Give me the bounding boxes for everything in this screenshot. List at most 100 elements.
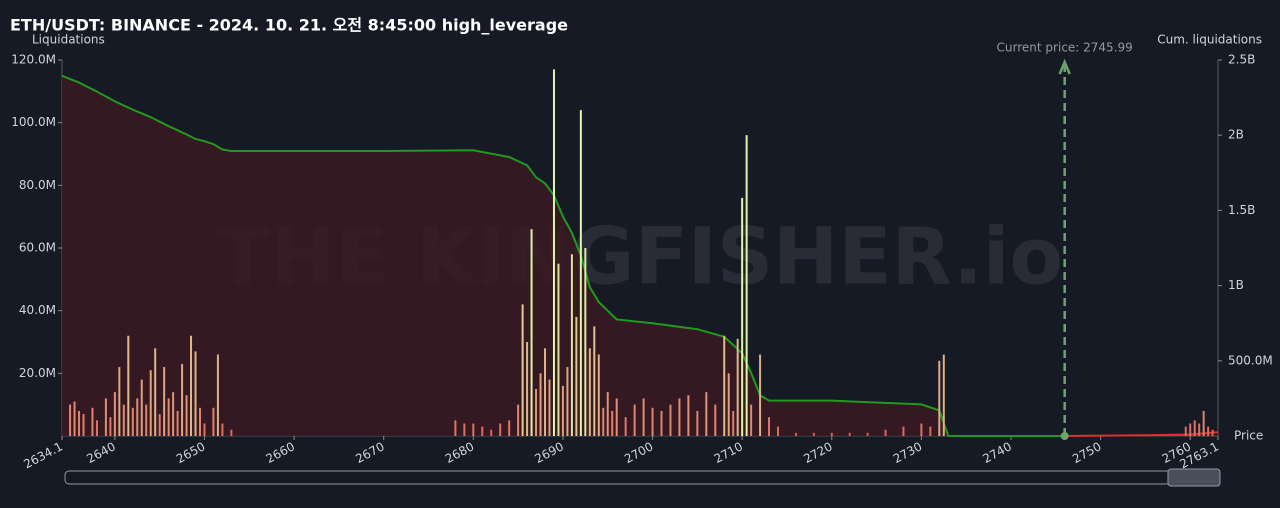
bar <box>73 401 76 436</box>
x-tick-label: 2740 <box>981 439 1015 466</box>
y2-axis-label: Cum. liquidations <box>1157 33 1262 47</box>
y-tick-label: 60.0M <box>19 241 56 255</box>
bar <box>172 392 175 436</box>
x-tick-label: 2640 <box>84 439 118 466</box>
bar <box>723 335 726 436</box>
bar <box>194 351 197 436</box>
bar <box>750 404 753 436</box>
x-tick-label: 2720 <box>801 439 835 466</box>
bar <box>1207 426 1210 436</box>
bar <box>593 326 596 436</box>
y-tick-label: 100.0M <box>11 115 56 129</box>
bar <box>530 229 533 436</box>
bar <box>942 354 945 436</box>
bar <box>557 263 560 436</box>
x-tick-label: 2700 <box>622 439 656 466</box>
bar <box>212 407 215 436</box>
bar <box>812 432 815 436</box>
bar <box>69 404 72 436</box>
bar <box>95 420 98 436</box>
bar <box>82 414 85 436</box>
bar <box>140 379 143 436</box>
y2-tick-label: 1.5B <box>1228 203 1255 217</box>
bar <box>127 335 130 436</box>
y2-tick-label: 1B <box>1228 278 1244 292</box>
bar <box>848 432 851 436</box>
bar <box>566 367 569 436</box>
bar <box>216 354 219 436</box>
bar <box>606 392 609 436</box>
bar <box>705 392 708 436</box>
bar <box>777 426 780 436</box>
bar <box>499 423 502 436</box>
bar <box>91 407 94 436</box>
bar <box>624 417 627 436</box>
y2-tick-label: 500.0M <box>1228 353 1273 367</box>
y-tick-label: 40.0M <box>19 303 56 317</box>
bar <box>584 248 587 436</box>
bar <box>552 69 555 437</box>
bar <box>745 135 748 436</box>
bar <box>78 410 81 436</box>
bar <box>642 398 645 436</box>
bar <box>570 254 573 436</box>
bar <box>230 429 233 436</box>
current-price-arrow <box>1058 58 1071 75</box>
bar <box>1202 410 1205 436</box>
bar <box>902 426 905 436</box>
cum-area <box>62 75 1065 437</box>
bar <box>929 426 932 436</box>
bar <box>548 379 551 436</box>
bar <box>176 410 179 436</box>
bar <box>687 395 690 436</box>
bar <box>118 367 121 436</box>
x-tick-label: 2634.1 <box>21 439 65 471</box>
x-tick-label: 2650 <box>174 439 208 466</box>
bar <box>736 338 739 436</box>
bar <box>167 398 170 436</box>
bar <box>136 398 139 436</box>
bar <box>190 335 193 436</box>
current-price-label: Current price: 2745.99 <box>997 41 1133 55</box>
bar <box>732 410 735 436</box>
y-tick-label: 80.0M <box>19 178 56 192</box>
bar <box>163 367 166 436</box>
bar <box>145 404 148 436</box>
chart-title: ETH/USDT: BINANCE - 2024. 10. 21. 오전 8:4… <box>10 16 568 35</box>
bar <box>203 423 206 436</box>
x-tick-label: 2660 <box>264 439 298 466</box>
scroll-handle[interactable] <box>1167 468 1221 487</box>
y2-tick-label: 2.5B <box>1228 53 1255 67</box>
scrollbar[interactable] <box>64 470 1221 485</box>
bar <box>181 363 184 436</box>
x-axis-label: Price <box>1234 429 1263 443</box>
bar <box>185 395 188 436</box>
bar <box>696 410 699 436</box>
bar <box>113 392 116 436</box>
bar <box>539 373 542 436</box>
bar <box>454 420 457 436</box>
x-tick-label: 2690 <box>532 439 566 466</box>
bar <box>759 354 762 436</box>
bar <box>579 110 582 436</box>
x-tick-label: 2710 <box>712 439 746 466</box>
bar <box>884 429 887 436</box>
cum-line <box>61 74 1065 437</box>
bar <box>122 404 125 436</box>
bar <box>481 426 484 436</box>
bar <box>714 404 717 436</box>
bar <box>741 197 744 436</box>
bar <box>1198 423 1201 436</box>
bar <box>830 432 833 436</box>
y2-tick-label: 2B <box>1228 128 1244 142</box>
bar <box>131 407 134 436</box>
bar <box>1193 420 1196 436</box>
bar <box>521 304 524 436</box>
bar <box>1184 426 1187 436</box>
bar <box>651 407 654 436</box>
bar <box>727 373 730 436</box>
bar <box>678 398 681 436</box>
bar <box>597 354 600 436</box>
bar <box>526 342 529 436</box>
y-tick-label: 20.0M <box>19 366 56 380</box>
